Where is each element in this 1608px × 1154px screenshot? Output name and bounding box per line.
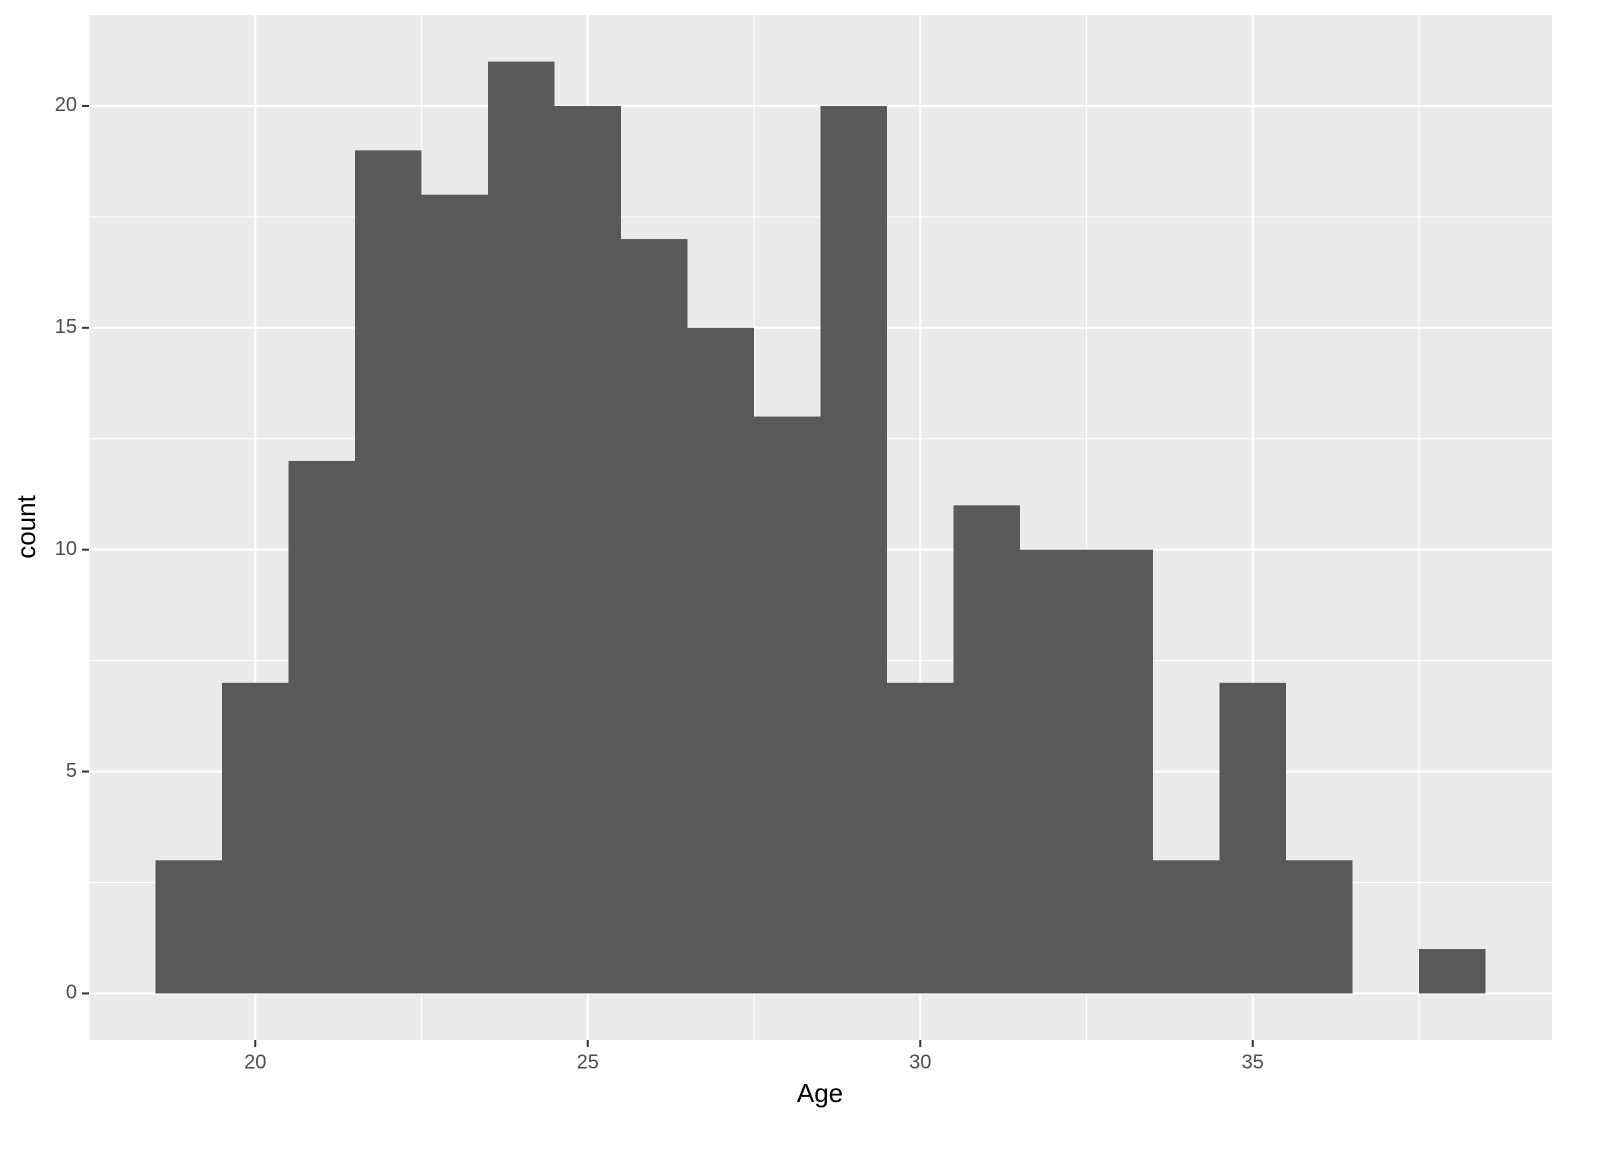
- y-tick-label: 5: [66, 760, 77, 782]
- bar: [1020, 549, 1087, 994]
- bar: [953, 505, 1020, 994]
- bar: [1219, 682, 1286, 994]
- axes: 0 5 10 15 20 20 25 30 35: [55, 94, 1264, 1073]
- bar: [687, 327, 754, 994]
- x-tick-label: 20: [244, 1051, 266, 1073]
- bar: [754, 416, 821, 994]
- x-tick-label: 30: [909, 1051, 931, 1073]
- bar: [887, 682, 954, 994]
- bar: [820, 105, 887, 994]
- bar: [222, 682, 289, 994]
- y-tick-label: 20: [55, 94, 77, 116]
- y-tick-label: 0: [66, 982, 77, 1004]
- y-tick-label: 15: [55, 316, 77, 338]
- bar: [355, 150, 422, 994]
- bar: [1153, 860, 1220, 994]
- bar: [488, 61, 555, 994]
- bar: [1419, 949, 1486, 994]
- bar: [554, 105, 621, 994]
- x-tick-label: 35: [1242, 1051, 1264, 1073]
- bar: [621, 239, 688, 994]
- bar: [1086, 549, 1153, 994]
- bar: [155, 860, 222, 994]
- y-axis-title: count: [11, 494, 41, 558]
- y-tick-label: 10: [55, 538, 77, 560]
- bar: [288, 460, 355, 994]
- bars: [155, 61, 1486, 994]
- x-axis-title: Age: [797, 1078, 843, 1108]
- x-tick-label: 25: [577, 1051, 599, 1073]
- bar: [1286, 860, 1353, 994]
- bar: [421, 194, 488, 994]
